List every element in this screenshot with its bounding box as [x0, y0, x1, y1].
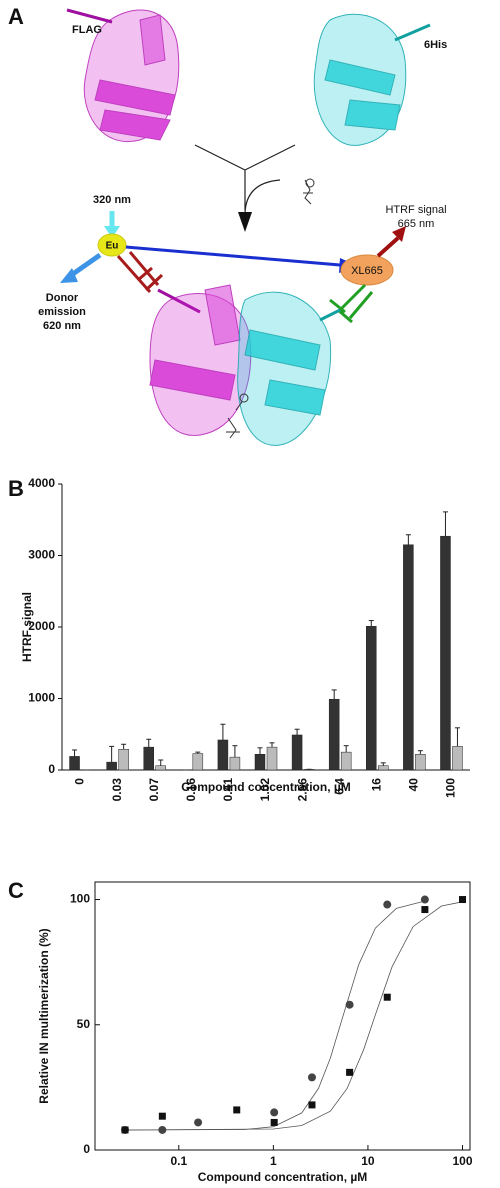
fit-curve	[124, 901, 463, 1131]
panel-label: B	[8, 476, 24, 501]
bar	[291, 734, 303, 771]
bar	[403, 544, 414, 771]
tag-label: FLAG	[72, 24, 102, 36]
bar	[229, 756, 241, 771]
x-tick-label: 10	[361, 1154, 375, 1168]
point	[158, 1112, 166, 1120]
x-tick-label: 100	[444, 778, 458, 798]
bar	[192, 753, 204, 771]
excitation-label: 320 nm	[93, 194, 131, 206]
bar	[69, 756, 80, 771]
x-tick-label: 2.56	[295, 778, 309, 802]
x-tick-label: 0.16	[184, 778, 198, 802]
bar	[254, 754, 266, 771]
bar	[366, 626, 377, 771]
x-tick-label: 40	[407, 778, 421, 792]
bar	[155, 765, 166, 771]
tag-label: 6His	[424, 39, 447, 51]
plot-frame	[94, 881, 471, 1151]
bar	[340, 751, 352, 771]
x-tick-label: 1.02	[258, 778, 272, 802]
signal-label: 665 nm	[398, 218, 435, 230]
point	[270, 1118, 278, 1126]
y-tick-label: 3000	[28, 548, 55, 562]
point	[420, 895, 429, 904]
x-axis-title: Compound concentration, µM	[198, 1170, 368, 1184]
point	[270, 1108, 279, 1117]
x-tick-label: 6.4	[332, 778, 346, 795]
point	[345, 1000, 354, 1009]
emission-label: Donor	[46, 292, 79, 304]
x-axis-title: Compound concentration, µM	[181, 780, 351, 794]
bar	[440, 535, 451, 771]
x-tick-label: 1	[270, 1154, 277, 1168]
y-tick-label: 0	[83, 1142, 90, 1156]
bar	[266, 746, 278, 771]
point	[307, 1073, 316, 1082]
point	[308, 1101, 316, 1109]
y-axis-title: HTRF signal	[20, 592, 34, 662]
panel-label: A	[8, 4, 24, 29]
panel-label: C	[8, 878, 24, 903]
y-tick-label: 50	[77, 1017, 91, 1031]
point	[459, 896, 467, 904]
point	[346, 1068, 354, 1076]
bar	[378, 765, 389, 771]
x-tick-label: 0.07	[147, 778, 161, 802]
bar	[452, 746, 463, 771]
point	[158, 1125, 167, 1134]
point	[421, 906, 429, 914]
y-tick-label: 1000	[28, 691, 55, 705]
signal-label: HTRF signal	[385, 204, 446, 216]
x-tick-label: 0.03	[110, 778, 124, 802]
x-tick-label: 0	[73, 778, 87, 785]
bar	[118, 749, 129, 771]
y-tick-label: 100	[70, 892, 90, 906]
bar	[328, 698, 340, 771]
bar	[106, 761, 117, 771]
x-tick-label: 100	[452, 1154, 472, 1168]
point	[121, 1126, 129, 1134]
x-tick-label: 16	[369, 778, 383, 792]
y-tick-label: 4000	[28, 476, 55, 490]
x-tick-label: 0.41	[221, 778, 235, 802]
donor-label: Eu	[106, 241, 119, 252]
acceptor-label: XL665	[351, 265, 383, 277]
bar	[217, 739, 229, 771]
bar	[143, 746, 154, 771]
bar	[415, 754, 426, 771]
diagram	[60, 8, 431, 446]
x-tick-label: 0.1	[170, 1154, 187, 1168]
fit-curve	[124, 900, 425, 1131]
point	[194, 1118, 203, 1127]
point	[383, 900, 392, 909]
point	[383, 993, 391, 1001]
emission-label: emission	[38, 306, 86, 318]
point	[233, 1106, 241, 1114]
y-tick-label: 0	[48, 762, 55, 776]
emission-label: 620 nm	[43, 320, 81, 332]
y-tick-label: 2000	[28, 619, 55, 633]
y-axis-title: Relative IN multimerization (%)	[37, 928, 51, 1103]
